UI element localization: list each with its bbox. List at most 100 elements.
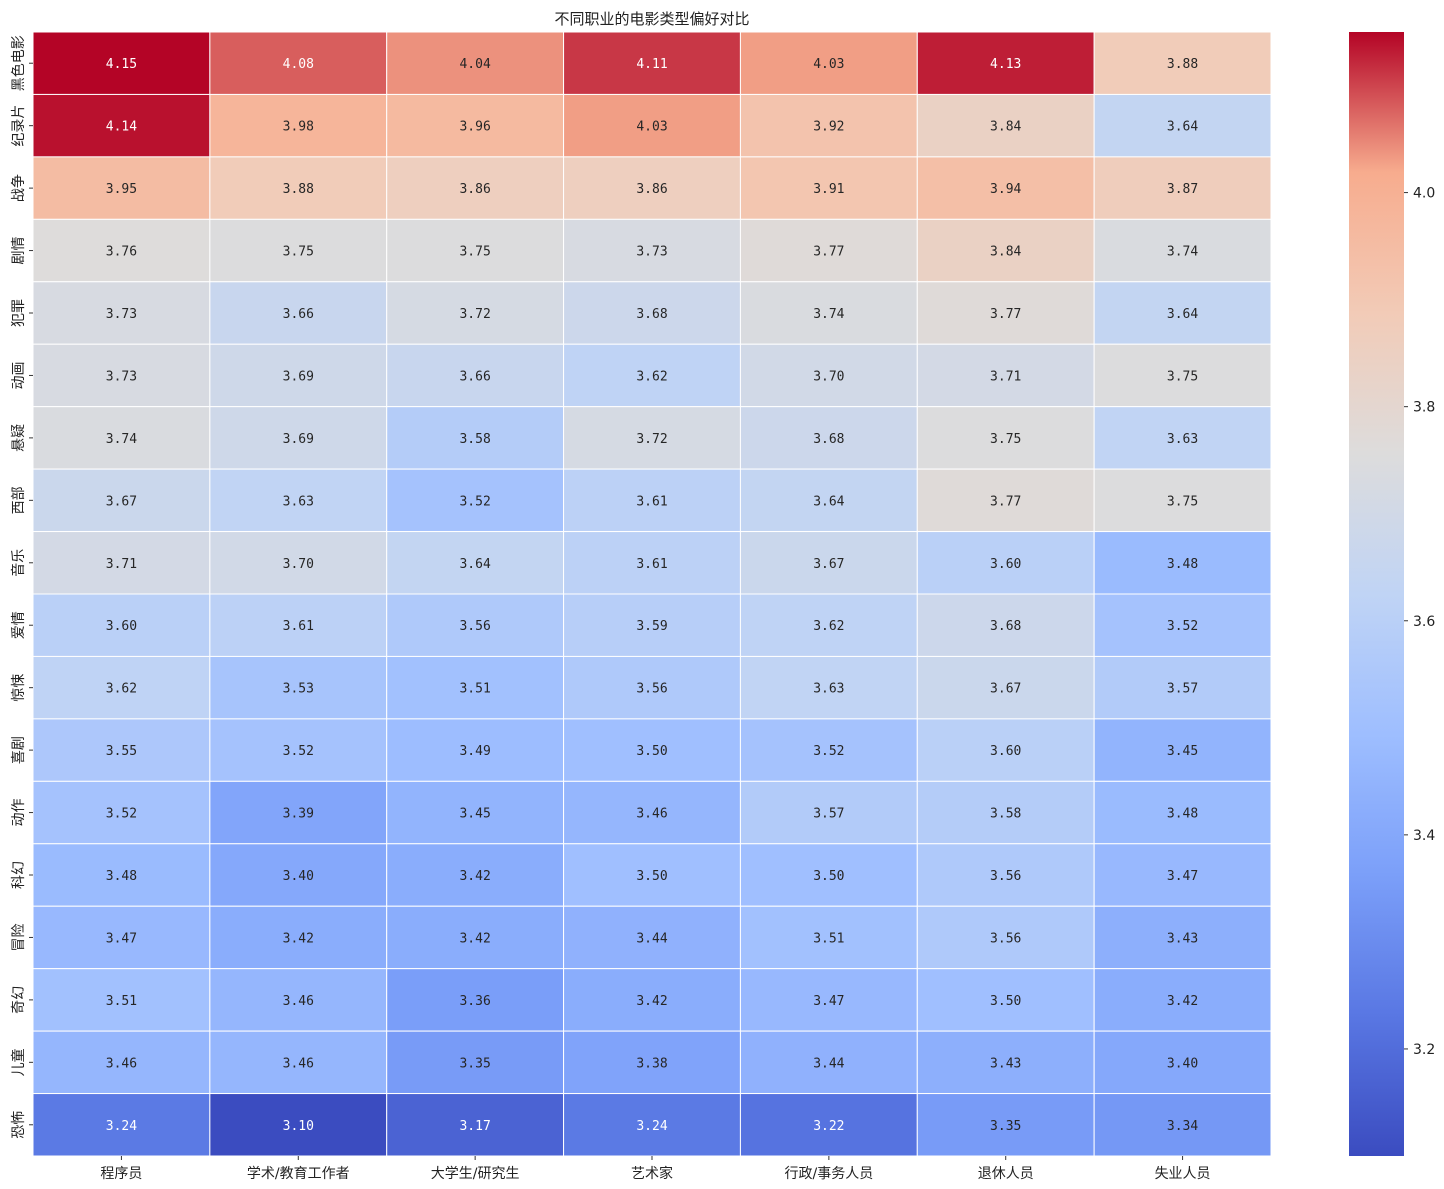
cell-value-label: 3.92 bbox=[813, 120, 844, 135]
heatmap-cell bbox=[739, 593, 918, 657]
heatmap-cell bbox=[32, 780, 211, 845]
cell-value-label: 3.77 bbox=[990, 494, 1021, 509]
cell-value-label: 3.52 bbox=[106, 807, 137, 822]
heatmap-cell bbox=[739, 1093, 918, 1157]
heatmap-cell bbox=[209, 968, 388, 1032]
cell-value-label: 3.69 bbox=[283, 369, 314, 384]
cell-value-label: 3.75 bbox=[1167, 494, 1198, 509]
cell-value-label: 3.46 bbox=[283, 1056, 314, 1071]
cell-value-label: 3.62 bbox=[106, 682, 137, 697]
heatmap-cell bbox=[386, 406, 565, 470]
heatmap-cell bbox=[563, 655, 741, 720]
heatmap-cell bbox=[563, 843, 741, 907]
cell-value-label: 3.67 bbox=[990, 682, 1021, 697]
y-tick-label: 喜剧 bbox=[11, 736, 27, 764]
cell-value-label: 3.56 bbox=[990, 931, 1021, 946]
cell-value-label: 3.59 bbox=[636, 619, 667, 634]
heatmap-cell bbox=[1093, 156, 1272, 220]
cell-value-label: 3.95 bbox=[106, 182, 137, 197]
heatmap-cell bbox=[1093, 593, 1272, 657]
cell-value-label: 3.75 bbox=[283, 245, 314, 260]
cell-value-label: 3.73 bbox=[636, 245, 667, 260]
cell-value-label: 3.64 bbox=[459, 557, 490, 572]
heatmap-cell bbox=[386, 93, 565, 158]
cell-value-label: 3.42 bbox=[1167, 994, 1198, 1009]
cell-value-label: 3.68 bbox=[990, 619, 1021, 634]
cell-value-label: 3.57 bbox=[1167, 682, 1198, 697]
heatmap-cell bbox=[1093, 343, 1272, 408]
heatmap-cell bbox=[916, 843, 1095, 907]
cell-value-label: 4.14 bbox=[106, 120, 137, 135]
y-tick-label: 惊悚 bbox=[11, 674, 27, 702]
cell-value-label: 4.13 bbox=[990, 57, 1021, 72]
heatmap-cell bbox=[1093, 1093, 1272, 1157]
heatmap-cell bbox=[916, 468, 1095, 533]
cell-value-label: 3.24 bbox=[636, 1119, 667, 1134]
cell-value-label: 3.40 bbox=[1167, 1056, 1198, 1071]
cell-value-label: 3.63 bbox=[1167, 432, 1198, 447]
heatmap-cell bbox=[1093, 93, 1272, 158]
cell-value-label: 3.45 bbox=[459, 807, 490, 822]
cell-value-label: 3.74 bbox=[1167, 245, 1198, 260]
heatmap-cells: 4.15 4.08 4.04 4.11 4.03 4.13 3.88 4.14 3.98 3.96… bbox=[32, 31, 1272, 1157]
cell-value-label: 3.72 bbox=[636, 432, 667, 447]
cell-value-label: 3.35 bbox=[459, 1056, 490, 1071]
heatmap-cell bbox=[32, 281, 211, 345]
heatmap-cell bbox=[32, 843, 211, 907]
heatmap-cell bbox=[563, 780, 741, 845]
heatmap-cell bbox=[32, 1030, 211, 1095]
cell-value-label: 3.57 bbox=[813, 807, 844, 822]
heatmap-cell bbox=[386, 593, 565, 657]
heatmap-cell bbox=[32, 218, 211, 283]
cell-value-label: 3.44 bbox=[636, 931, 667, 946]
cell-value-label: 4.11 bbox=[636, 57, 667, 72]
y-tick-label: 爱情 bbox=[11, 611, 27, 639]
cell-value-label: 3.64 bbox=[813, 494, 844, 509]
heatmap-cell bbox=[32, 156, 211, 220]
cell-value-label: 3.42 bbox=[459, 869, 490, 884]
heatmap-cell bbox=[916, 218, 1095, 283]
cell-value-label: 3.34 bbox=[1167, 1119, 1198, 1134]
cell-value-label: 3.50 bbox=[990, 994, 1021, 1009]
colorbar-tick-label: 3.8 bbox=[1413, 400, 1435, 416]
cell-value-label: 3.61 bbox=[283, 619, 314, 634]
heatmap-cell bbox=[386, 343, 565, 408]
heatmap-cell bbox=[209, 468, 388, 533]
heatmap-cell bbox=[739, 406, 918, 470]
cell-value-label: 3.51 bbox=[813, 931, 844, 946]
heatmap-cell bbox=[1093, 968, 1272, 1032]
colorbar-tick-label: 3.6 bbox=[1413, 614, 1435, 630]
heatmap-cell bbox=[1093, 218, 1272, 283]
cell-value-label: 3.47 bbox=[1167, 869, 1198, 884]
cell-value-label: 3.52 bbox=[459, 494, 490, 509]
cell-value-label: 3.22 bbox=[813, 1119, 844, 1134]
cell-value-label: 3.52 bbox=[1167, 619, 1198, 634]
cell-value-label: 3.75 bbox=[1167, 369, 1198, 384]
cell-value-label: 3.43 bbox=[1167, 931, 1198, 946]
cell-value-label: 3.17 bbox=[459, 1119, 490, 1134]
cell-value-label: 3.64 bbox=[1167, 120, 1198, 135]
cell-value-label: 4.03 bbox=[813, 57, 844, 72]
cell-value-label: 3.63 bbox=[283, 494, 314, 509]
cell-value-label: 3.48 bbox=[1167, 557, 1198, 572]
cell-value-label: 3.98 bbox=[283, 120, 314, 135]
heatmap-cell bbox=[386, 281, 565, 345]
heatmap-cell bbox=[386, 655, 565, 720]
heatmap-cell bbox=[739, 718, 918, 782]
colorbar-tick-label: 4.0 bbox=[1413, 186, 1435, 202]
heatmap-cell bbox=[739, 343, 918, 408]
cell-value-label: 3.48 bbox=[1167, 807, 1198, 822]
cell-value-label: 3.62 bbox=[813, 619, 844, 634]
heatmap-cell bbox=[209, 780, 388, 845]
cell-value-label: 3.51 bbox=[106, 994, 137, 1009]
y-tick-label: 音乐 bbox=[10, 549, 27, 577]
heatmap-cell bbox=[32, 593, 211, 657]
cell-value-label: 4.03 bbox=[636, 120, 667, 135]
cell-value-label: 3.48 bbox=[106, 869, 137, 884]
y-tick-label: 动画 bbox=[11, 361, 27, 389]
cell-value-label: 3.42 bbox=[283, 931, 314, 946]
heatmap-cell bbox=[386, 968, 565, 1032]
